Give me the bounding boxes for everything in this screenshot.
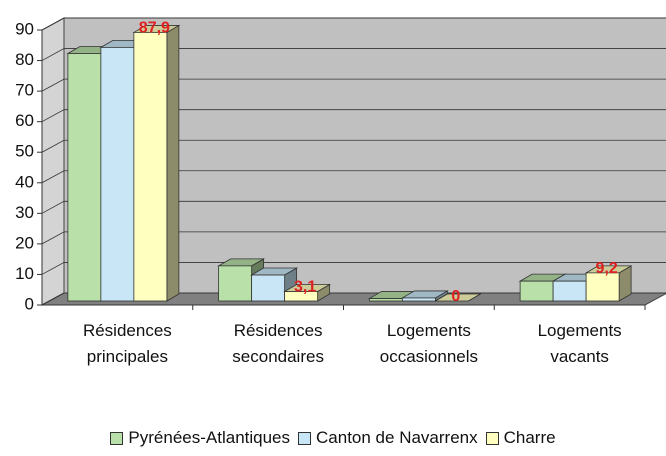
legend: Pyrénées-Atlantiques Canton de Navarrenx C…: [0, 428, 666, 448]
x-tick-label: Logements occasionnels: [379, 321, 479, 366]
grid-line: [41, 17, 666, 31]
legend-item: Charre: [485, 428, 556, 448]
y-tick-label: 10: [15, 264, 34, 283]
data-label: 3,1: [294, 279, 316, 296]
bar-front: [368, 298, 403, 302]
grid-line: [41, 48, 666, 61]
y-tick-label: 0: [25, 294, 34, 313]
legend-swatch: [485, 431, 499, 445]
bar: [283, 283, 332, 302]
bar: [433, 293, 482, 302]
bar-front: [585, 272, 620, 302]
grid-line: [41, 78, 666, 92]
grid-line: [41, 292, 666, 306]
bar: [584, 265, 633, 302]
y-tick-label: 30: [15, 203, 34, 222]
data-label: 87,9: [139, 20, 170, 37]
bar: [400, 290, 449, 302]
x-tick-label: Logements vacants: [537, 321, 622, 366]
y-tick-label: 60: [15, 111, 34, 130]
bar-front: [251, 274, 286, 302]
x-tick-label: Résidences principales: [82, 321, 172, 366]
left-wall: [41, 17, 65, 306]
y-tick-label: 50: [15, 142, 34, 161]
legend-label: Charre: [503, 428, 556, 447]
grid-line: [41, 200, 666, 214]
legend-item: Canton de Navarrenx: [298, 428, 478, 448]
x-tick-label: Résidences secondaires: [232, 321, 324, 366]
bar-front: [100, 46, 135, 302]
legend-swatch: [298, 431, 312, 445]
bar-front: [133, 32, 168, 302]
bar-front: [552, 280, 587, 302]
data-label: 0: [451, 288, 460, 305]
bar-top: [433, 293, 482, 302]
bar-front: [519, 280, 554, 302]
grid-line: [41, 262, 666, 275]
data-label: 9,2: [596, 260, 618, 277]
y-tick-label: 70: [15, 81, 34, 100]
bar-side: [166, 24, 180, 302]
grid-line: [41, 109, 666, 123]
legend-item: Pyrénées-Atlantiques: [110, 428, 290, 448]
y-tick-label: 90: [15, 19, 34, 38]
legend-swatch: [110, 431, 124, 445]
bar-front: [67, 53, 102, 302]
bar-front: [218, 265, 253, 302]
legend-label: Canton de Navarrenx: [316, 428, 478, 447]
bar: [132, 24, 181, 302]
grid-line: [41, 231, 666, 245]
legend-label: Pyrénées-Atlantiques: [128, 428, 291, 447]
bar-front: [401, 297, 436, 302]
grid-line: [41, 170, 666, 184]
y-tick-label: 20: [15, 233, 34, 252]
y-tick-label: 40: [15, 172, 34, 191]
bar-front: [284, 291, 319, 302]
grid-line: [41, 139, 666, 153]
y-tick-label: 80: [15, 50, 34, 69]
